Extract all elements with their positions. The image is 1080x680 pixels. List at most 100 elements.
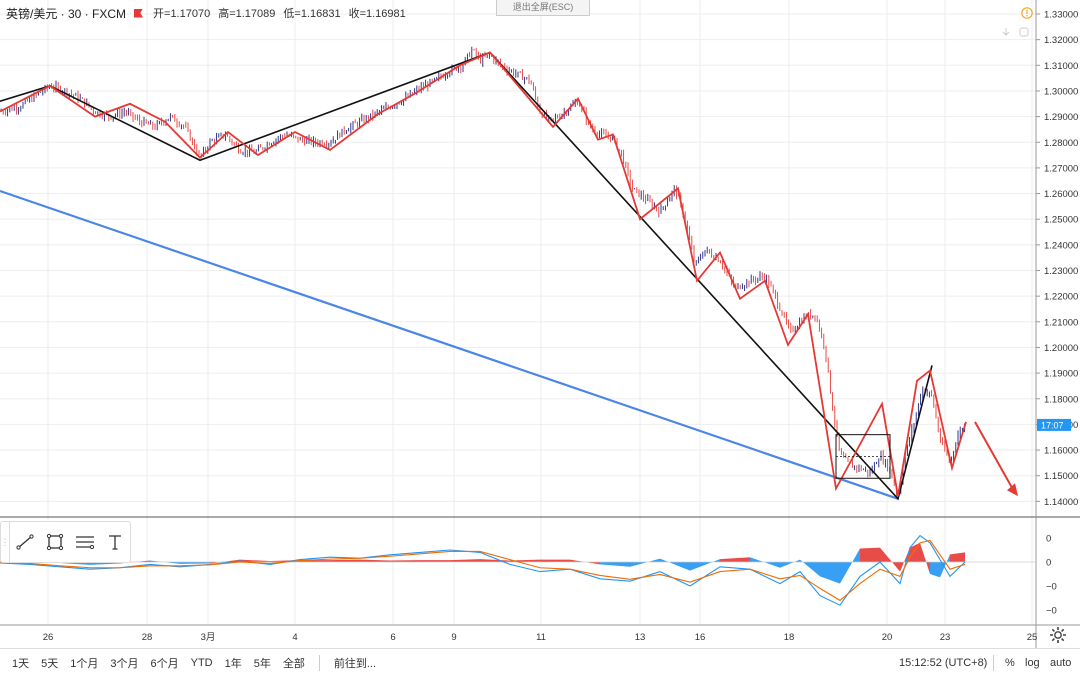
time-tick-label: 13 xyxy=(635,632,646,643)
trend-line-icon[interactable] xyxy=(10,527,40,557)
time-tick-label: 11 xyxy=(536,632,546,643)
time-tick-label: 25 xyxy=(1027,632,1038,643)
price-tick-label: 1.28000 xyxy=(1044,138,1078,149)
macd-histogram-bar xyxy=(720,557,750,562)
price-tick-label: 1.24000 xyxy=(1044,240,1078,251)
price-tick-label: 1.16000 xyxy=(1044,446,1078,457)
range-1m-button[interactable]: 1个月 xyxy=(70,657,99,670)
forecast-arrow-head xyxy=(1007,483,1018,497)
rectangle-icon[interactable] xyxy=(40,527,70,557)
exit-fullscreen-button[interactable]: 退出全屏(ESC) xyxy=(496,0,590,16)
macd-histogram-bar xyxy=(210,559,240,564)
macd-histogram-bar xyxy=(180,562,210,564)
macd-histogram-bar xyxy=(420,560,450,562)
range-5d-button[interactable]: 5天 xyxy=(41,657,59,670)
time-tick-label: 6 xyxy=(390,632,395,643)
price-tick-label: 1.26000 xyxy=(1044,189,1078,200)
zigzag-black[interactable] xyxy=(0,51,933,501)
countdown-label: 17:07 xyxy=(1041,420,1064,430)
time-tick-label: 23 xyxy=(940,632,951,643)
macd-histogram-bar xyxy=(940,554,950,578)
percent-toggle[interactable]: % xyxy=(1005,656,1015,669)
time-tick-label: 28 xyxy=(142,632,153,643)
drawing-toolbar: ⋮ xyxy=(0,521,131,563)
log-toggle[interactable]: log xyxy=(1025,656,1040,669)
signal-line xyxy=(0,539,966,602)
goto-date-button[interactable]: 前往到... xyxy=(333,657,377,670)
price-tick-label: 1.21000 xyxy=(1044,317,1078,328)
high-value: 高=1.17089 xyxy=(218,8,276,20)
macd-histogram-bar xyxy=(800,559,820,577)
price-tick-label: 1.30000 xyxy=(1044,86,1078,97)
range-all-button[interactable]: 全部 xyxy=(282,657,305,670)
countdown-badge xyxy=(1037,418,1071,431)
macd-histogram-bar xyxy=(750,557,780,568)
price-tick-label: 1.29000 xyxy=(1044,112,1078,123)
macd-histogram-bar xyxy=(450,559,480,562)
price-tick-label: 1.31000 xyxy=(1044,61,1078,72)
macd-histogram-bar xyxy=(860,547,880,562)
range-1d-button[interactable]: 1天 xyxy=(12,657,30,670)
open-value: 开=1.17070 xyxy=(153,8,211,20)
alert-icon[interactable] xyxy=(1021,7,1033,19)
range-5y-button[interactable]: 5年 xyxy=(253,657,271,670)
range-ytd-button[interactable]: YTD xyxy=(190,656,213,669)
divider xyxy=(318,654,320,671)
macd-histogram-bar xyxy=(880,547,900,572)
macd-histogram-bar xyxy=(360,559,390,562)
auto-toggle[interactable]: auto xyxy=(1050,656,1072,669)
range-6m-button[interactable]: 6个月 xyxy=(150,657,179,670)
price-tick-label: 1.14000 xyxy=(1044,497,1078,508)
indicator-tick-label: −0 xyxy=(1046,582,1057,593)
symbol-label[interactable]: 英镑/美元 · 30 · FXCM xyxy=(6,6,127,21)
indicator-tick-label: 0 xyxy=(1046,558,1051,569)
divider xyxy=(993,654,994,671)
time-tick-label: 18 xyxy=(784,632,795,643)
macd-histogram-bar xyxy=(900,547,910,572)
price-tick-label: 1.32000 xyxy=(1044,35,1078,46)
price-tick-label: 1.27000 xyxy=(1044,163,1078,174)
macd-histogram-bar xyxy=(540,559,570,562)
price-tick-label: 1.19000 xyxy=(1044,369,1078,380)
panel-controls-icon[interactable] xyxy=(1000,26,1032,38)
macd-histogram-bar xyxy=(840,548,860,584)
forecast-arrow-shaft[interactable] xyxy=(974,421,1015,492)
indicator-tick-label: −0 xyxy=(1046,606,1057,617)
flag-icon xyxy=(134,8,144,18)
trend-line-blue[interactable] xyxy=(0,189,899,500)
range-1y-button[interactable]: 1年 xyxy=(224,657,242,670)
macd-histogram-bar xyxy=(930,562,940,578)
macd-histogram-bar xyxy=(630,558,660,567)
text-icon[interactable] xyxy=(100,527,130,557)
time-tick-label: 20 xyxy=(882,632,893,643)
price-tick-label: 1.25000 xyxy=(1044,215,1078,226)
range-3m-button[interactable]: 3个月 xyxy=(110,657,139,670)
price-tick-label: 1.15000 xyxy=(1044,471,1078,482)
time-tick-label: 26 xyxy=(43,632,54,643)
macd-histogram-bar xyxy=(950,552,965,562)
time-tick-label: 4 xyxy=(292,632,297,643)
macd-histogram-bar xyxy=(600,562,630,567)
legend-bar: 英镑/美元 · 30 · FXCM 开=1.17070 高=1.17089 低=… xyxy=(6,4,414,22)
close-value: 收=1.16981 xyxy=(348,8,406,20)
price-tick-label: 1.23000 xyxy=(1044,266,1078,277)
zigzag-red[interactable] xyxy=(0,51,967,497)
macd-histogram-bar xyxy=(920,542,930,574)
clock-display[interactable]: 15:12:52 (UTC+8) xyxy=(899,656,988,669)
price-tick-label: 1.33000 xyxy=(1044,10,1078,21)
macd-histogram-bar xyxy=(330,559,360,562)
time-tick-label: 3月 xyxy=(201,632,216,643)
price-tick-label: 1.20000 xyxy=(1044,343,1078,354)
price-tick-label: 1.22000 xyxy=(1044,292,1078,303)
price-tick-label: 1.18000 xyxy=(1044,394,1078,405)
macd-histogram-bar xyxy=(390,560,420,562)
low-value: 低=1.16831 xyxy=(283,8,341,20)
macd-histogram-bar xyxy=(820,562,840,584)
fib-icon[interactable] xyxy=(70,527,100,557)
time-tick-label: 9 xyxy=(451,632,456,643)
settings-gear-icon[interactable] xyxy=(1048,625,1068,645)
drag-handle-icon[interactable]: ⋮ xyxy=(1,522,10,562)
